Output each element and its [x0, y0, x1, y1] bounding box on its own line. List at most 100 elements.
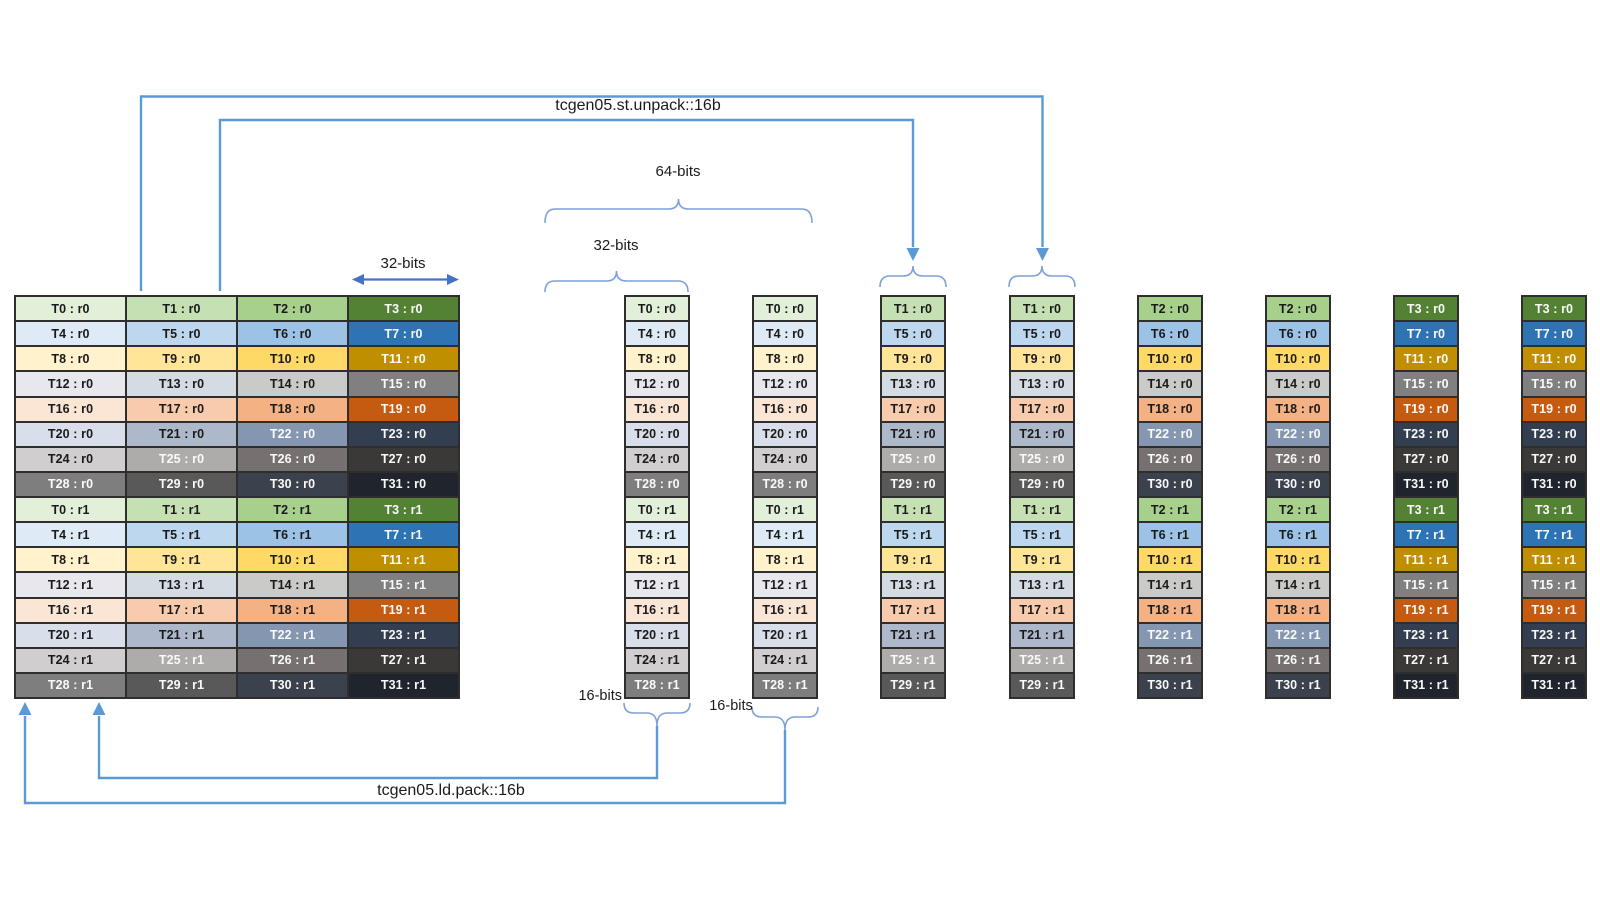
- lane-cell: T14 : r0: [1138, 371, 1202, 397]
- lane-cell: T26 : r0: [1266, 446, 1330, 472]
- lane-cell: T25 : r0: [881, 446, 945, 472]
- lane-cell: T16 : r1: [753, 597, 817, 623]
- lane-cell: T19 : r1: [1394, 597, 1458, 623]
- lane-cell: T14 : r1: [1138, 572, 1202, 598]
- lane-cell: T6 : r0: [1266, 321, 1330, 347]
- lane-cell: T25 : r1: [881, 647, 945, 673]
- matrix-cell: T5 : r1: [126, 522, 237, 548]
- matrix-cell: T31 : r0: [348, 471, 459, 497]
- lane-cell: T0 : r1: [753, 497, 817, 523]
- lane-cell: T3 : r1: [1394, 497, 1458, 523]
- lane-cell: T2 : r0: [1138, 296, 1202, 322]
- matrix-cell: T9 : r1: [126, 547, 237, 573]
- lane-cell: T5 : r0: [881, 321, 945, 347]
- lane-cell: T13 : r0: [1010, 371, 1074, 397]
- matrix-cell: T30 : r1: [237, 672, 348, 698]
- lane-cell: T1 : r0: [1010, 296, 1074, 322]
- matrix-cell: T24 : r1: [15, 647, 126, 673]
- lane-cell: T15 : r0: [1522, 371, 1586, 397]
- lane-cell: T25 : r0: [1010, 446, 1074, 472]
- matrix-cell: T28 : r0: [15, 471, 126, 497]
- lane-cell: T27 : r0: [1394, 446, 1458, 472]
- lane-cell: T1 : r1: [881, 497, 945, 523]
- matrix-cell: T22 : r0: [237, 421, 348, 447]
- st-unpack-arrowhead-inner: [906, 248, 920, 261]
- lane-table-t3-lane-copy-2: T3 : r0 T7 : r0 T11 : r0 T15 : r0 T19 : r0 T2…: [1521, 295, 1587, 699]
- lane-cell: T31 : r1: [1394, 672, 1458, 698]
- lane-cell: T17 : r1: [1010, 597, 1074, 623]
- lane-cell: T28 : r1: [753, 672, 817, 698]
- lane-cell: T18 : r1: [1266, 597, 1330, 623]
- label-32-bits-brace: 32-bits: [593, 237, 639, 254]
- matrix-cell: T20 : r1: [15, 622, 126, 648]
- lane-cell: T19 : r0: [1394, 396, 1458, 422]
- lane-cell: T16 : r0: [753, 396, 817, 422]
- lane-cell: T30 : r0: [1266, 471, 1330, 497]
- lane-cell: T9 : r0: [1010, 346, 1074, 372]
- lane-cell: T31 : r0: [1522, 471, 1586, 497]
- matrix-cell: T6 : r0: [237, 321, 348, 347]
- lane-cell: T30 : r1: [1266, 672, 1330, 698]
- lane-cell: T18 : r0: [1266, 396, 1330, 422]
- matrix-cell: T28 : r1: [15, 672, 126, 698]
- matrix-cell: T3 : r0: [348, 296, 459, 322]
- matrix-cell: T10 : r0: [237, 346, 348, 372]
- brace-32-bits: [544, 270, 689, 293]
- lane-cell: T12 : r0: [753, 371, 817, 397]
- lane-cell: T3 : r0: [1522, 296, 1586, 322]
- matrix-cell: T20 : r0: [15, 421, 126, 447]
- lane-cell: T0 : r0: [753, 296, 817, 322]
- label-64-bits: 64-bits: [655, 163, 701, 180]
- matrix-cell: T14 : r1: [237, 572, 348, 598]
- lane-cell: T31 : r0: [1394, 471, 1458, 497]
- lane-cell: T9 : r0: [881, 346, 945, 372]
- lane-cell: T1 : r1: [1010, 497, 1074, 523]
- matrix-cell: T15 : r0: [348, 371, 459, 397]
- matrix-cell: T26 : r1: [237, 647, 348, 673]
- title-st-unpack: tcgen05.st.unpack::16b: [555, 97, 721, 114]
- lane-cell: T8 : r0: [625, 346, 689, 372]
- lane-cell: T18 : r0: [1138, 396, 1202, 422]
- matrix-cell: T21 : r1: [126, 622, 237, 648]
- lane-cell: T10 : r0: [1138, 346, 1202, 372]
- lane-cell: T22 : r0: [1138, 421, 1202, 447]
- lane-table-t1-lane-copy-2: T1 : r0 T5 : r0 T9 : r0 T13 : r0 T17 : r0 T21…: [1009, 295, 1075, 699]
- lane-cell: T21 : r1: [881, 622, 945, 648]
- lane-cell: T13 : r0: [881, 371, 945, 397]
- brace-over-t1-lane-2: [1008, 265, 1076, 288]
- lane-table-t1-lane-copy-1: T1 : r0 T5 : r0 T9 : r0 T13 : r0 T17 : r0 T21…: [880, 295, 946, 699]
- matrix-cell: T25 : r1: [126, 647, 237, 673]
- lane-cell: T16 : r0: [625, 396, 689, 422]
- lane-cell: T21 : r1: [1010, 622, 1074, 648]
- lane-cell: T7 : r0: [1394, 321, 1458, 347]
- matrix-cell: T1 : r0: [126, 296, 237, 322]
- matrix-cell: T21 : r0: [126, 421, 237, 447]
- lane-cell: T16 : r1: [625, 597, 689, 623]
- brace-over-t1-lane-1: [879, 265, 947, 288]
- lane-cell: T19 : r0: [1522, 396, 1586, 422]
- matrix-cell: T8 : r1: [15, 547, 126, 573]
- matrix-cell: T13 : r0: [126, 371, 237, 397]
- lane-table-t0-lane-copy-2: T0 : r0 T4 : r0 T8 : r0 T12 : r0 T16 : r0 T20…: [752, 295, 818, 699]
- lane-cell: T10 : r1: [1266, 547, 1330, 573]
- lane-cell: T24 : r1: [625, 647, 689, 673]
- lane-cell: T8 : r1: [753, 547, 817, 573]
- matrix-cell: T30 : r0: [237, 471, 348, 497]
- matrix-cell: T29 : r1: [126, 672, 237, 698]
- lane-cell: T2 : r1: [1138, 497, 1202, 523]
- matrix-cell: T23 : r1: [348, 622, 459, 648]
- measure-arrowhead-left: [352, 274, 364, 285]
- st-unpack-connector-outer: [139, 95, 1044, 291]
- matrix-cell: T5 : r0: [126, 321, 237, 347]
- title-ld-pack: tcgen05.ld.pack::16b: [377, 782, 525, 799]
- lane-cell: T24 : r0: [625, 446, 689, 472]
- lane-cell: T10 : r0: [1266, 346, 1330, 372]
- matrix-cell: T0 : r0: [15, 296, 126, 322]
- matrix-cell: T27 : r0: [348, 446, 459, 472]
- matrix-cell: T4 : r1: [15, 522, 126, 548]
- lane-cell: T28 : r1: [625, 672, 689, 698]
- label-16-bits-right: 16-bits: [709, 698, 753, 714]
- lane-cell: T20 : r1: [625, 622, 689, 648]
- matrix-cell: T1 : r1: [126, 497, 237, 523]
- lane-cell: T15 : r1: [1522, 572, 1586, 598]
